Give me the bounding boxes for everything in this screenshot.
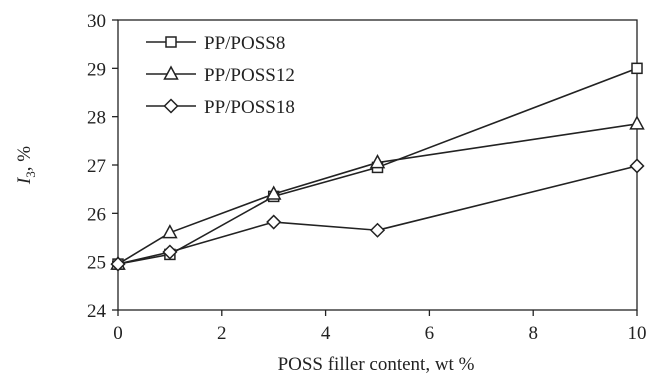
legend-item-1: PP/POSS8 — [146, 33, 285, 54]
data-point — [162, 244, 178, 260]
data-point — [266, 214, 282, 230]
x-tick-label: 4 — [321, 323, 331, 344]
series-line — [117, 123, 638, 265]
x-tick-label: 0 — [113, 323, 123, 344]
legend-item-2: PP/POSS12 — [146, 65, 295, 86]
y-tick-label: 24 — [87, 301, 107, 322]
y-tick-label: 27 — [87, 156, 106, 177]
y-tick-label: 25 — [87, 253, 106, 274]
data-point — [629, 115, 645, 130]
y-axis-title-rest: , % — [14, 146, 35, 172]
data-point — [631, 62, 643, 75]
series-layer — [110, 62, 645, 272]
legend: PP/POSS8 PP/POSS12 PP/POSS18 — [146, 33, 295, 118]
x-tick-label: 2 — [217, 323, 227, 344]
legend-marker — [163, 98, 179, 114]
y-tick-label: 29 — [87, 59, 106, 80]
legend-item-3: PP/POSS18 — [146, 97, 295, 118]
series-3 — [110, 158, 645, 272]
data-point — [369, 222, 386, 238]
legend-label: PP/POSS18 — [204, 97, 295, 118]
x-tick-label: 8 — [528, 323, 538, 344]
x-tick-label: 6 — [425, 323, 435, 344]
data-point — [629, 158, 645, 174]
data-point — [265, 185, 282, 200]
y-axis-title-main: I — [14, 176, 35, 185]
data-point — [369, 154, 386, 169]
y-tick-label: 28 — [87, 108, 106, 129]
legend-marker — [163, 65, 179, 80]
x-tick-label: 10 — [628, 323, 647, 344]
y-tick-label: 26 — [87, 204, 106, 225]
legend-label: PP/POSS12 — [204, 65, 295, 86]
data-point — [162, 224, 178, 239]
series-line — [117, 165, 638, 265]
y-tick-label: 30 — [87, 11, 106, 32]
y-axis-title-sub: 3 — [23, 171, 38, 178]
y-axis-title: I3, % — [14, 146, 38, 185]
legend-label: PP/POSS8 — [204, 33, 285, 54]
legend-marker — [165, 36, 177, 48]
data-point — [110, 256, 126, 272]
x-axis-title: POSS filler content, wt % — [278, 354, 475, 375]
